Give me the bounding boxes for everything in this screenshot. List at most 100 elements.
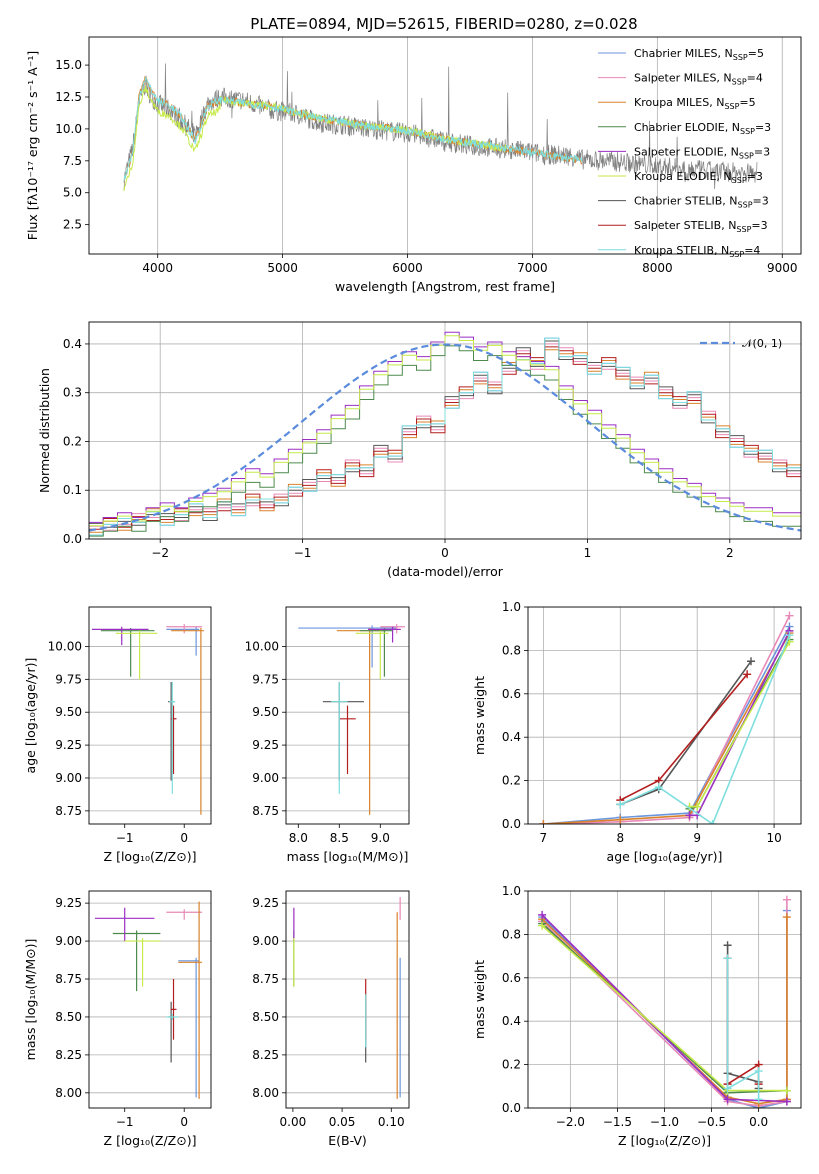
legend: 𝒩(0, 1) [700,337,782,350]
x-axis-label: age [log₁₀(age/yr)] [607,849,723,864]
marker-plus [616,800,625,809]
spectrum-model-line [123,85,508,192]
y-tick-label: 0.6 [502,687,521,701]
x-tick-label: 10 [766,831,781,845]
axes-frame [88,890,212,1109]
marker-plus [685,811,694,820]
legend-value: =3 [751,219,767,232]
axes-frame [88,321,802,540]
x-tick-label: 9000 [767,261,798,275]
spectrum-model-line [123,76,583,182]
axes-frame [88,36,802,255]
y-tick-label: 9.00 [252,934,279,948]
x-tick-label: 1 [584,546,592,560]
y-axis-label: mass weight [472,960,487,1039]
y-tick-label: 8.50 [252,1010,279,1024]
marker-plus [747,657,756,666]
plot-area [123,37,783,254]
marker-plus [754,1095,763,1104]
marker-plus [723,1095,732,1104]
x-tick-label: 0 [441,546,449,560]
y-tick-label: 8.25 [252,1048,279,1062]
spectrum-data-line [123,63,758,191]
x-tick-label: −1 [294,546,312,560]
axes-8: −2.0 −1.5 −1.0 −0.5 0.0 0.0 0.2 0.4 0.6 0.8 1.0 Z [… [472,884,802,1148]
legend-label: Chabrier ELODIE, NSSP=3 [634,121,771,136]
axes-1: 4000 5000 6000 7000 8000 9000 2.5 5.0 7.5 10.0 12.… [25,36,802,294]
marker-plus [723,954,732,963]
figure-title: PLATE=0894, MJD=52615, FIBERID=0280, z=0… [250,15,637,33]
y-tick-label: 0.6 [502,971,521,985]
y-tick-label: 0.0 [502,817,521,831]
legend-subscript: SSP [733,53,748,62]
plot-area [89,901,211,1099]
y-tick-label: 1.0 [502,600,521,614]
axes-frame [285,890,410,1109]
legend-value: =5 [748,47,764,60]
x-tick-label: 8.0 [289,831,308,845]
y-tick-label: 9.25 [252,896,279,910]
x-tick-label: 0.00 [280,1115,307,1129]
legend: Chabrier MILES, NSSP=5 Salpeter MILES, NS… [598,47,771,259]
legend-value: =3 [747,170,763,183]
y-tick-label: 1.0 [502,884,521,898]
gaussian-curve [89,343,801,532]
axes-frame [285,606,410,825]
y-tick-label: 8.75 [252,972,279,986]
y-axis-label: Normed distribution [37,368,52,493]
x-tick-label: 8 [616,831,624,845]
mass-weight-line [543,632,791,824]
marker-plus [785,611,794,620]
x-axis-label: mass [log₁₀(M/M⊙)] [287,849,409,864]
legend-value: =5 [739,96,755,109]
axes-frame [527,890,802,1109]
y-tick-label: 8.00 [55,1086,82,1100]
legend-label: Salpeter ELODIE, NSSP=3 [634,145,770,160]
histogram-step [89,337,801,536]
x-tick-label: −1 [116,831,134,845]
marker-plus [708,820,717,824]
legend-value: =4 [744,244,760,257]
marker-plus [723,1084,732,1093]
legend-label: 𝒩(0, 1) [742,337,782,350]
marker-plus [782,913,791,922]
legend-value: =3 [755,121,771,134]
y-tick-label: 9.25 [252,738,279,752]
y-tick-label: 9.50 [55,705,82,719]
legend-subscript: SSP [732,176,747,185]
legend-label: Chabrier STELIB, NSSP=3 [634,195,769,210]
axes-5: 7 8 9 10 0.0 0.2 0.4 0.6 0.8 1.0 age [log₁₀(age/yr… [472,600,802,864]
y-tick-label: 15.0 [55,58,82,72]
marker-plus [654,783,663,792]
x-tick-label: 5000 [267,261,298,275]
x-tick-label: 8.5 [330,831,349,845]
legend-subscript: SSP [724,102,739,111]
y-tick-label: 8.50 [55,1010,82,1024]
x-tick-label: 0.0 [749,1115,768,1129]
axes-4: 8.0 8.5 9.0 8.75 9.00 9.25 9.50 9.75 10.00 mass [… [245,606,410,864]
legend-label: Kroupa ELODIE, NSSP=3 [634,170,763,185]
y-tick-label: 8.75 [55,972,82,986]
marker-plus [785,631,794,640]
y-tick-label: 10.0 [55,122,82,136]
y-tick-label: 0.2 [63,434,82,448]
x-axis-label: wavelength [Angstrom, rest frame] [335,279,555,294]
x-axis-label: E(B-V) [328,1133,367,1148]
mass-weight-line [543,615,791,824]
y-tick-label: 5.0 [63,186,82,200]
legend-label: Chabrier MILES, NSSP=5 [634,47,764,62]
plot-area [528,607,801,824]
x-tick-label: −2.0 [556,1115,585,1129]
marker-plus [538,921,547,930]
x-axis-label: Z [log₁₀(Z/Z⊙)] [104,1133,197,1148]
axes-frame [527,606,802,825]
plot-area [286,624,409,815]
x-tick-label: 7 [540,831,548,845]
y-axis-label: Flux [fλ10⁻¹⁷ erg cm⁻² s⁻¹ A⁻¹] [25,51,40,240]
y-tick-label: 10.00 [48,639,82,653]
x-tick-label: 4000 [142,261,173,275]
x-tick-label: −1.5 [603,1115,632,1129]
x-tick-label: 7000 [517,261,548,275]
y-tick-label: 9.25 [55,738,82,752]
plot-area [286,897,409,1099]
